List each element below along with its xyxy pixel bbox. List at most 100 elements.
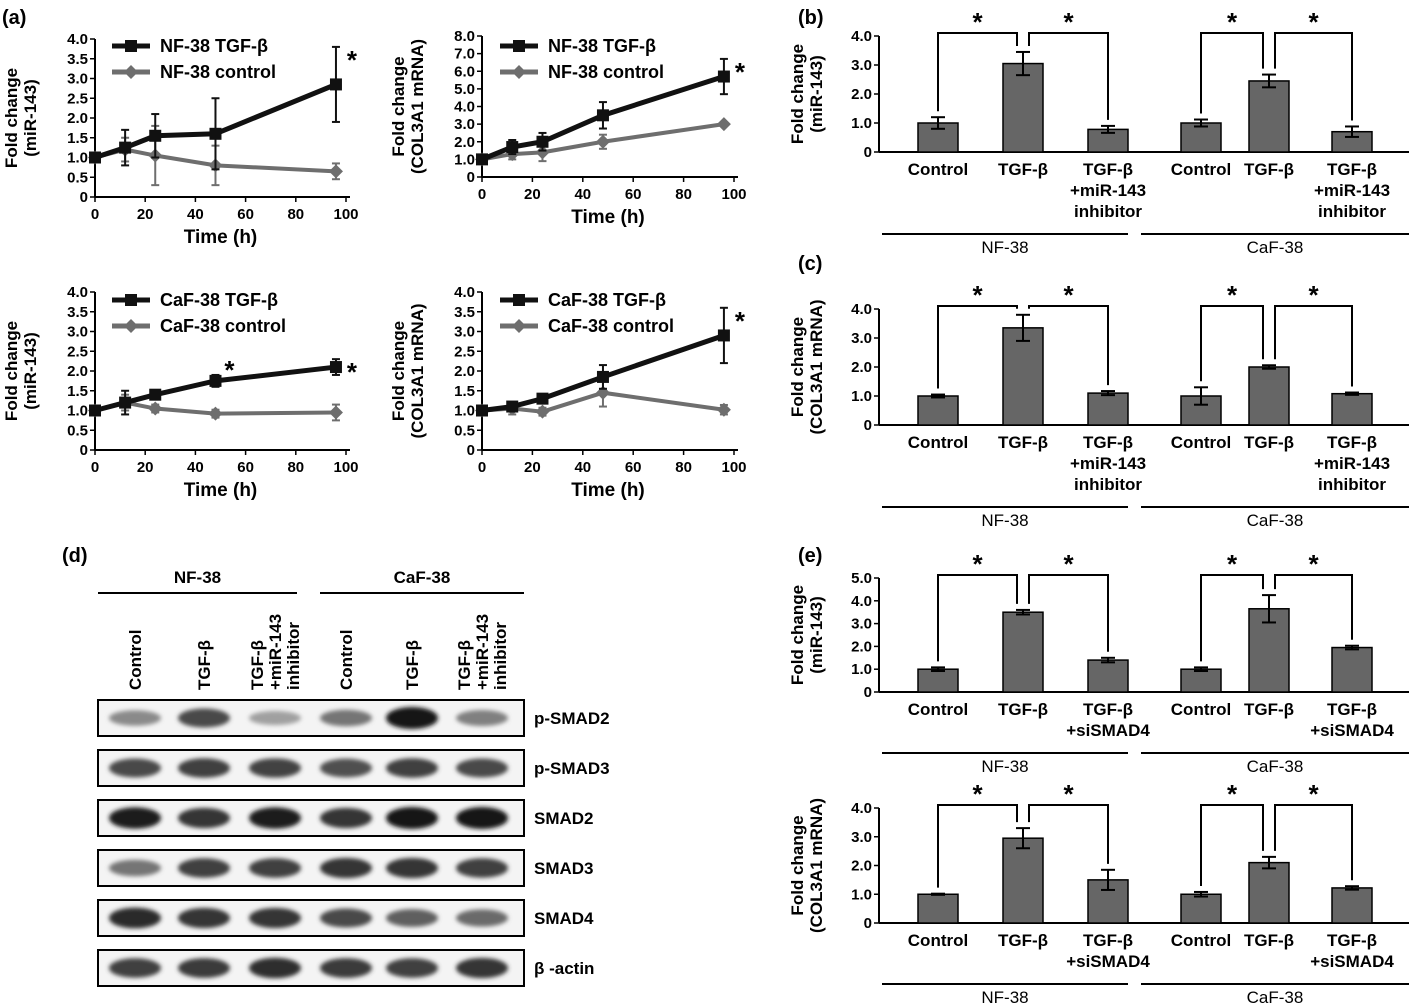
data-point: [717, 70, 730, 83]
x-tick-label: 40: [187, 459, 204, 476]
bar-chart-b-mir143: 0 1.0 2.0 3.0 4.0 Fold change (miR-143) Control…: [788, 7, 1409, 257]
x-tick-label: 0: [478, 186, 486, 203]
line-chart-caf38-col3a1: 0 0.5 1.0 1.5 2.0 2.5 3.0 3.5 4.0 0 20 40 60 80 100 Tim…: [389, 284, 747, 501]
blot-band: [249, 957, 301, 979]
bar: [1331, 887, 1373, 924]
category-label: +miR-143: [1314, 181, 1390, 200]
significance-bracket: [1200, 32, 1264, 114]
significance-bracket: [1200, 804, 1264, 886]
blot-row-label: β -actin: [534, 959, 594, 978]
data-point: [149, 129, 162, 142]
y-tick-label: 0.5: [67, 422, 88, 439]
x-axis-label: Time (h): [184, 227, 258, 248]
data-point: [328, 164, 343, 179]
blot-row-label: SMAD3: [534, 859, 594, 878]
bar: [1331, 392, 1373, 426]
legend-label: CaF-38 TGF-β: [548, 290, 666, 310]
category-label: inhibitor: [1074, 475, 1142, 494]
y-axis-label: (COL3A1 mRNA): [408, 303, 427, 438]
blot-band: [109, 907, 161, 929]
y-tick-label: 4.0: [67, 31, 88, 48]
y-tick-label: 0.5: [67, 169, 88, 186]
blot-band: [249, 858, 301, 878]
y-axis-label: (miR-143): [807, 596, 826, 673]
group-label: NF-38: [981, 757, 1028, 776]
significance-star: *: [972, 779, 983, 809]
data-point: [536, 135, 549, 148]
x-tick-label: 60: [237, 206, 254, 223]
category-label: Control: [908, 433, 968, 452]
blot-band: [178, 907, 230, 929]
x-tick-label: 40: [574, 186, 591, 203]
y-tick-label: 4.0: [851, 593, 872, 610]
blot-band: [386, 958, 438, 978]
legend-label: NF-38 control: [548, 62, 664, 82]
panel-label-d: (d): [62, 545, 88, 567]
y-tick-label: 1.0: [851, 661, 872, 678]
x-tick-label: 0: [91, 206, 99, 223]
y-tick-label: 4.0: [67, 284, 88, 301]
lane-label: Control: [337, 630, 356, 690]
legend-marker: [512, 319, 526, 333]
y-tick-label: 2.0: [67, 363, 88, 380]
y-tick-label: 1.0: [67, 150, 88, 167]
blot-strip: [97, 849, 525, 887]
blot-band: [178, 858, 230, 878]
lane-label: inhibitor: [284, 622, 303, 690]
significance-star: *: [735, 306, 746, 336]
blot-band: [320, 807, 372, 829]
blot-band: [320, 709, 372, 727]
legend-label: CaF-38 control: [548, 316, 674, 336]
bar-chart-e-mir143: 0 1.0 2.0 3.0 4.0 5.0 Fold change (miR-143) Cont…: [788, 549, 1409, 776]
significance-star: *: [1308, 549, 1319, 579]
data-point: [329, 78, 342, 91]
y-axis-label: (COL3A1 mRNA): [807, 798, 826, 933]
data-point: [536, 392, 549, 405]
y-tick-label: 5.0: [851, 570, 872, 587]
data-point: [506, 141, 519, 154]
x-tick-label: 80: [675, 186, 692, 203]
category-label: +miR-143: [1070, 181, 1146, 200]
blot-band: [456, 758, 508, 778]
blot-band: [109, 758, 161, 778]
x-tick-label: 100: [721, 459, 746, 476]
category-label: Control: [908, 160, 968, 179]
category-label: Control: [1171, 160, 1231, 179]
bar: [1002, 611, 1044, 693]
y-tick-label: 3.0: [67, 71, 88, 88]
significance-bracket: [937, 32, 1018, 112]
blot-band: [109, 859, 161, 877]
y-tick-label: 4.0: [851, 301, 872, 318]
x-tick-label: 100: [333, 459, 358, 476]
y-tick-label: 1.0: [454, 151, 475, 168]
legend-label: CaF-38 TGF-β: [160, 290, 278, 310]
category-label: Control: [1171, 433, 1231, 452]
bar: [1248, 861, 1290, 924]
data-point: [476, 404, 488, 417]
bar-chart-c-col3a1: 0 1.0 2.0 3.0 4.0 Fold change (COL3A1 mRNA) Con…: [788, 280, 1409, 530]
bar: [1087, 659, 1129, 693]
legend-marker: [512, 65, 526, 79]
bar: [1002, 837, 1044, 924]
y-axis-label: Fold change: [788, 585, 807, 685]
lane-label: inhibitor: [491, 622, 510, 690]
category-label: TGF-β: [1244, 160, 1294, 179]
blot-strip: [97, 899, 525, 937]
significance-bracket: [1274, 574, 1353, 640]
category-label: +miR-143: [1070, 454, 1146, 473]
category-label: TGF-β: [1327, 433, 1377, 452]
y-tick-label: 1.0: [851, 886, 872, 903]
panel-label-b: (b): [798, 7, 824, 29]
significance-star: *: [1063, 549, 1074, 579]
y-tick-label: 3.0: [454, 116, 475, 133]
category-label: TGF-β: [1327, 700, 1377, 719]
category-label: +siSMAD4: [1066, 721, 1150, 740]
category-label: inhibitor: [1074, 202, 1142, 221]
category-label: TGF-β: [1083, 931, 1133, 950]
group-label: CaF-38: [1247, 988, 1304, 1005]
legend-marker: [124, 65, 138, 79]
y-axis-label: Fold change: [788, 44, 807, 144]
group-label: NF-38: [981, 238, 1028, 257]
y-tick-label: 0: [864, 684, 872, 701]
